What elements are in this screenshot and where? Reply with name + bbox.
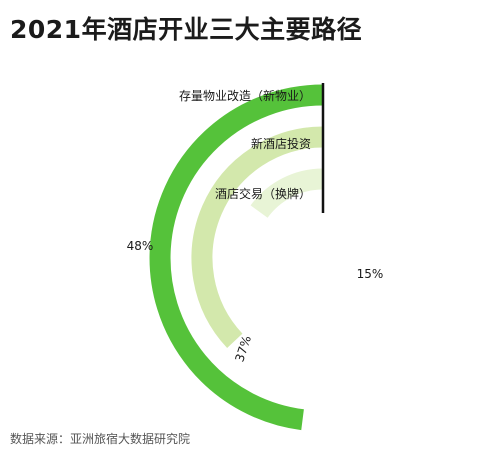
radial-bar-1 xyxy=(149,84,324,431)
category-label-2: 新酒店投资 xyxy=(251,136,311,151)
category-label-3: 酒店交易（换牌） xyxy=(215,186,311,201)
data-source-note: 数据来源：亚洲旅宿大数据研究院 xyxy=(10,432,191,446)
arc-group xyxy=(149,84,324,431)
radial-bar-2 xyxy=(191,126,324,349)
radial-bar-3 xyxy=(250,168,324,219)
category-label-1: 存量物业改造（新物业） xyxy=(179,88,311,103)
value-label-1: 48% xyxy=(127,239,154,253)
value-label-3: 15% xyxy=(357,267,384,281)
chart-title: 2021年酒店开业三大主要路径 xyxy=(10,15,363,44)
